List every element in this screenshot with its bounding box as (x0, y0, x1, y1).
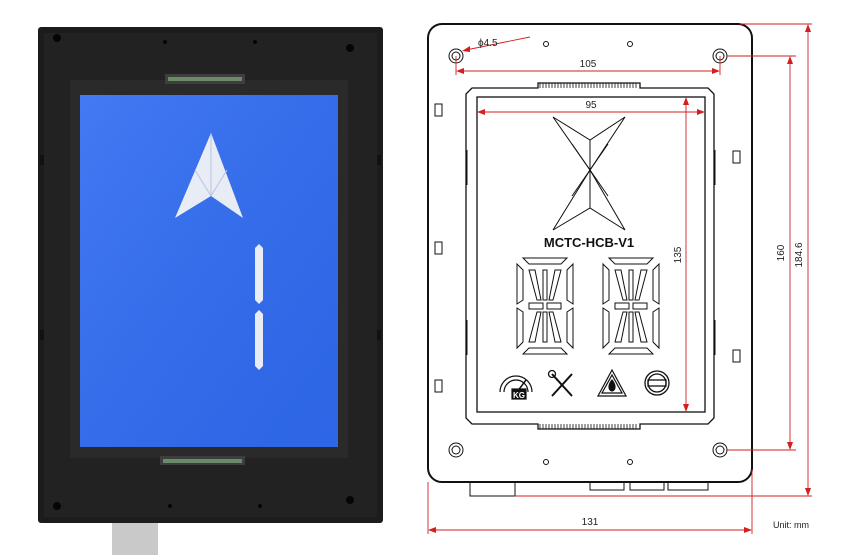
active-display-area (476, 96, 706, 413)
digit-segment (614, 269, 628, 301)
digit-segment (528, 311, 542, 343)
dim-hole-spacing: 105 (580, 59, 597, 70)
digit-segment (521, 257, 569, 265)
digit-segment (516, 262, 524, 305)
digit-segment (528, 302, 544, 310)
digit-segment (652, 307, 660, 350)
bottom-connector-comb (539, 424, 637, 429)
digit-segment (628, 269, 634, 301)
digit-segment (614, 302, 630, 310)
digit-segment (634, 269, 648, 301)
digit-segment (516, 307, 524, 350)
dim-hole-vertical: 160 (776, 244, 787, 261)
bezel-screw-holes (53, 34, 354, 510)
digit-segment (548, 269, 562, 301)
digit-segment (614, 311, 628, 343)
digit-segment (528, 269, 542, 301)
direction-arrows-outline (552, 116, 626, 231)
hole-diameter-leader (465, 36, 531, 51)
digit-segment (602, 262, 610, 305)
maintenance-tools-icon (547, 369, 573, 397)
digit-right-outline (602, 257, 660, 355)
digit-segment (607, 347, 655, 355)
svg-text:KG: KG (513, 391, 525, 400)
digit-segment (607, 257, 655, 265)
overload-kg-icon: KG (499, 375, 533, 400)
small-holes (543, 41, 633, 465)
unit-label: Unit: mm (773, 520, 809, 530)
dimension-lines (427, 23, 812, 534)
digit-segment (548, 311, 562, 343)
digit-segment (628, 311, 634, 343)
dim-display-height: 135 (673, 246, 684, 263)
digit-segment (652, 262, 660, 305)
floor-digit-one (255, 244, 263, 370)
digit-segment (542, 311, 548, 343)
digit-segment (521, 347, 569, 355)
digit-segment (542, 269, 548, 301)
fire-warning-icon (596, 368, 628, 397)
technical-drawing (427, 23, 753, 497)
digit-segment (602, 307, 610, 350)
digit-segment (546, 302, 562, 310)
dim-hole-diameter: ϕ4.5 (478, 38, 498, 49)
dim-overall-width: 131 (582, 517, 599, 528)
digit-segment (566, 307, 574, 350)
digit-segment (566, 262, 574, 305)
product-photo (38, 27, 383, 555)
model-label: MCTC-HCB-V1 (544, 235, 634, 250)
top-connector-comb (539, 83, 637, 88)
up-arrow-icon (175, 133, 243, 218)
no-entry-icon (644, 370, 670, 396)
side-slots (434, 103, 741, 393)
bottom-connector-outline (469, 481, 516, 497)
digit-left-outline (516, 257, 574, 355)
digit-segment (632, 302, 648, 310)
dim-display-width: 95 (585, 100, 597, 111)
dim-overall-height: 184.6 (794, 242, 805, 267)
digit-segment (634, 311, 648, 343)
